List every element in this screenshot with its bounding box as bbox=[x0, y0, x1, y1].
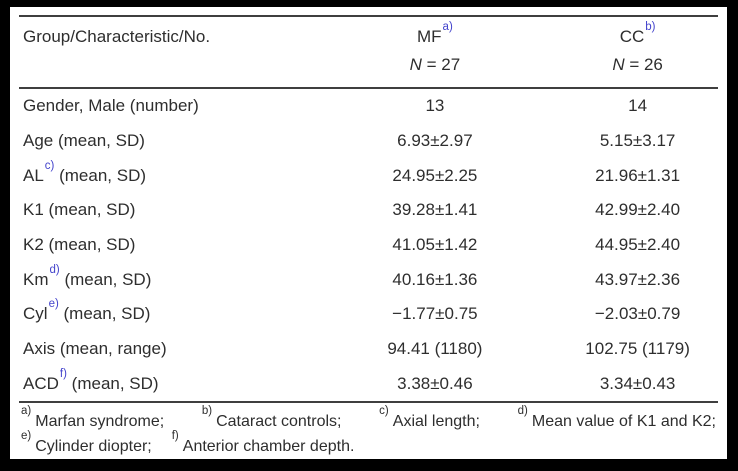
table-row: ALc) (mean, SD) 24.95±2.25 21.96±1.31 bbox=[19, 158, 718, 193]
footnote-e: e)Cylinder diopter; bbox=[21, 430, 152, 455]
cc-label: CC bbox=[619, 27, 645, 46]
mf-value: 94.41 (1180) bbox=[387, 339, 483, 359]
header-rule bbox=[19, 87, 718, 89]
table-row: Cyle) (mean, SD) −1.77±0.75 −2.03±0.79 bbox=[19, 297, 718, 332]
cc-header-label: CCb) bbox=[557, 20, 718, 50]
cc-value: 42.99±2.40 bbox=[595, 200, 681, 220]
mf-value: 6.93±2.97 bbox=[397, 131, 473, 150]
cc-value: 3.34±0.43 bbox=[599, 373, 676, 393]
row-label: Kmd) (mean, SD) bbox=[23, 263, 152, 289]
row-label: ACDf) (mean, SD) bbox=[23, 367, 159, 393]
footnote-marker-f: f) bbox=[59, 367, 67, 380]
cc-sample-size: N = 26 bbox=[612, 55, 663, 74]
mf-value: 39.28±1.41 bbox=[392, 200, 478, 220]
cc-value: 14 bbox=[628, 96, 648, 116]
footnote-marker-a: a) bbox=[442, 20, 453, 33]
footnote-marker-c: c) bbox=[44, 159, 55, 172]
table-row: Age (mean, SD) 6.93±2.97 5.15±3.17 bbox=[19, 124, 718, 159]
row-label: Gender, Male (number) bbox=[23, 96, 199, 116]
cc-value: 5.15±3.17 bbox=[599, 131, 676, 150]
mf-value: −1.77±0.75 bbox=[392, 304, 478, 324]
cc-value: 21.96±1.31 bbox=[595, 165, 681, 185]
row-label: Axis (mean, range) bbox=[23, 339, 167, 359]
row-label: ALc) (mean, SD) bbox=[23, 159, 147, 185]
column-header-group: Group/Characteristic/No. bbox=[23, 27, 211, 46]
table-row: Kmd) (mean, SD) 40.16±1.36 43.97±2.36 bbox=[19, 262, 718, 297]
footnote-marker-d: d) bbox=[49, 263, 60, 276]
table-body: Gender, Male (number) 13 14 Age (mean, S… bbox=[19, 89, 718, 401]
footnote-marker-c: c) bbox=[379, 405, 389, 418]
cc-value: 44.95±2.40 bbox=[595, 235, 681, 255]
mf-sample-size: N = 27 bbox=[409, 55, 461, 74]
footnote-c: c)Axial length; bbox=[379, 405, 480, 430]
table-row: ACDf) (mean, SD) 3.38±0.46 3.34±0.43 bbox=[19, 366, 718, 401]
footnote-marker-e: e) bbox=[48, 298, 59, 311]
footnote-marker-b: b) bbox=[201, 405, 213, 418]
row-label: Age (mean, SD) bbox=[23, 131, 145, 150]
footnote-marker-e: e) bbox=[21, 430, 32, 443]
table-sheet: Group/Characteristic/No. MFa) N = 27 CCb… bbox=[10, 7, 727, 459]
row-label: K2 (mean, SD) bbox=[23, 235, 136, 255]
row-label: Cyle) (mean, SD) bbox=[23, 298, 151, 324]
footnote-b: b)Cataract controls; bbox=[201, 405, 342, 430]
row-label: K1 (mean, SD) bbox=[23, 200, 136, 220]
footnote-marker-a: a) bbox=[21, 405, 32, 418]
table-row: K1 (mean, SD) 39.28±1.41 42.99±2.40 bbox=[19, 193, 718, 228]
table-row: Axis (mean, range) 94.41 (1180) 102.75 (… bbox=[19, 332, 718, 367]
mf-value: 3.38±0.46 bbox=[397, 373, 473, 393]
mf-header-label: MFa) bbox=[313, 20, 558, 50]
table-row: Gender, Male (number) 13 14 bbox=[19, 89, 718, 124]
footnote-f: f)Anterior chamber depth. bbox=[171, 430, 355, 455]
footnote-line-1: a)Marfan syndrome; b)Cataract controls; … bbox=[19, 405, 718, 434]
footnote-marker-f: f) bbox=[171, 430, 179, 443]
mf-value: 40.16±1.36 bbox=[392, 269, 478, 289]
mf-value: 24.95±2.25 bbox=[392, 165, 478, 185]
mf-value: 41.05±1.42 bbox=[392, 235, 478, 255]
mf-label: MF bbox=[417, 27, 442, 46]
top-rule bbox=[19, 15, 718, 17]
cc-value: 43.97±2.36 bbox=[595, 269, 681, 289]
mf-value: 13 bbox=[425, 96, 445, 116]
cc-value: 102.75 (1179) bbox=[585, 339, 690, 359]
footnote-marker-b: b) bbox=[645, 20, 656, 33]
footer-rule bbox=[19, 401, 718, 403]
column-header-mf: MFa) N = 27 bbox=[313, 20, 558, 87]
footnotes: a)Marfan syndrome; b)Cataract controls; … bbox=[19, 403, 718, 459]
column-header-cc: CCb) N = 26 bbox=[557, 20, 718, 87]
footnote-line-2: e)Cylinder diopter; f)Anterior chamber d… bbox=[19, 430, 718, 459]
table-header-row: Group/Characteristic/No. MFa) N = 27 CCb… bbox=[19, 17, 718, 87]
footnote-a: a)Marfan syndrome; bbox=[21, 405, 165, 430]
footnote-marker-d: d) bbox=[517, 405, 528, 418]
footnote-d: d)Mean value of K1 and K2; bbox=[517, 405, 716, 430]
cc-value: −2.03±0.79 bbox=[594, 304, 681, 324]
table-row: K2 (mean, SD) 41.05±1.42 44.95±2.40 bbox=[19, 228, 718, 263]
